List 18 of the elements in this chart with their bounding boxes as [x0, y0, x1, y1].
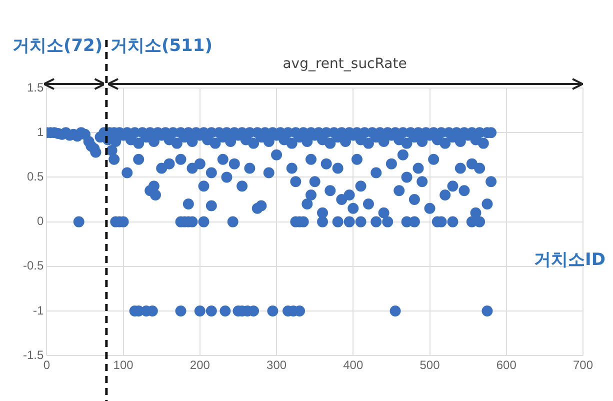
x-axis-title: 거치소ID	[534, 248, 606, 271]
text: 거치소(511)	[110, 35, 212, 57]
x-tick-label: 400	[343, 358, 364, 372]
x-tick-label: 100	[113, 358, 134, 372]
y-tick-label: 0.5	[26, 170, 44, 184]
y-tick-label: -1.5	[22, 348, 44, 362]
text: avg_rent_sucRate	[282, 56, 407, 72]
y-tick-label: -1	[33, 303, 44, 318]
x-tick-label: 300	[266, 358, 287, 372]
y-tick-label: 0	[36, 214, 44, 228]
x-tick-label: 200	[190, 358, 210, 372]
y-tick-label: -0.5	[22, 258, 44, 273]
y-tick-label: 1.5	[26, 80, 44, 94]
x-tick-label: 600	[496, 358, 517, 372]
x-tick-label: 700	[572, 358, 594, 372]
x-tick-label: 500	[420, 358, 440, 372]
text: 거치소(72)	[12, 35, 103, 57]
y-tick-label: 1	[36, 124, 44, 139]
